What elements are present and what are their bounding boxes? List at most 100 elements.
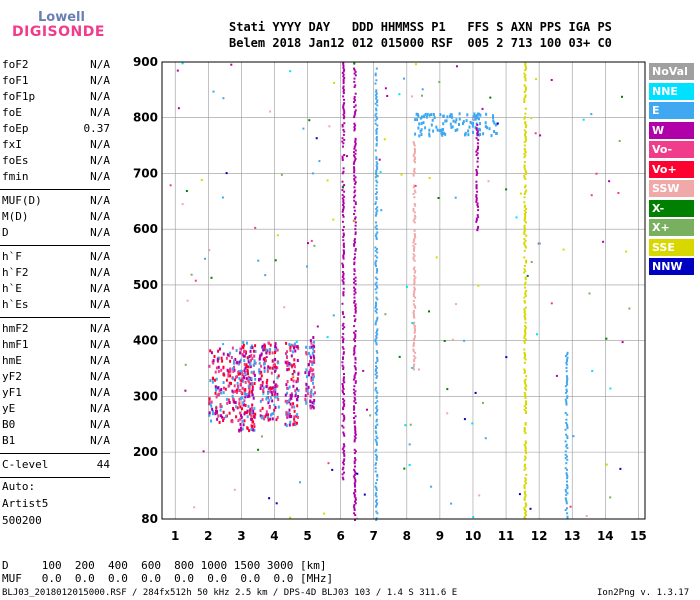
- echo-point: [353, 289, 356, 292]
- echo-point: [469, 120, 472, 124]
- echo-point: [524, 96, 527, 98]
- echo-point: [306, 375, 308, 379]
- echo-point: [269, 417, 272, 421]
- echo-point: [247, 384, 250, 388]
- echo-point: [258, 357, 261, 361]
- echo-point: [239, 351, 242, 355]
- echo-point: [308, 119, 311, 122]
- echo-point: [455, 118, 458, 122]
- echo-point: [294, 423, 297, 427]
- echo-point: [242, 423, 245, 427]
- echo-point: [305, 382, 308, 386]
- echo-point: [413, 336, 416, 339]
- echo-point: [375, 448, 378, 451]
- echo-point: [342, 332, 345, 335]
- echo-point: [413, 214, 416, 217]
- param-row-fof1: foF1 N/A: [2, 74, 110, 90]
- echo-point: [328, 125, 331, 128]
- echo-point: [267, 418, 270, 422]
- echo-point: [376, 437, 379, 440]
- echo-point: [413, 156, 416, 159]
- echo-point: [353, 460, 356, 463]
- echo-point: [475, 137, 478, 140]
- echo-point: [353, 159, 356, 162]
- echo-point: [376, 231, 379, 234]
- echo-point: [524, 316, 526, 319]
- echo-point: [253, 363, 256, 367]
- echo-point: [564, 412, 567, 414]
- echo-point: [523, 268, 526, 271]
- echo-point: [274, 390, 277, 394]
- echo-point: [353, 346, 356, 349]
- echo-point: [369, 414, 372, 417]
- echo-point: [374, 370, 377, 373]
- echo-point: [342, 327, 344, 330]
- echo-point: [354, 485, 356, 488]
- echo-point: [233, 368, 236, 372]
- echo-point: [286, 360, 289, 364]
- echo-point: [424, 126, 427, 130]
- echo-point: [566, 383, 569, 386]
- param-value: 0.37: [83, 122, 111, 135]
- echo-point: [374, 373, 377, 376]
- echo-point: [413, 249, 415, 252]
- x-tick-label: 6: [336, 529, 344, 543]
- echo-point: [342, 264, 344, 267]
- echo-point: [375, 161, 378, 164]
- echo-point: [423, 114, 426, 118]
- echo-point: [341, 448, 344, 451]
- echo-point: [253, 424, 256, 428]
- echo-point: [354, 283, 357, 286]
- echo-point: [403, 77, 405, 80]
- echo-point: [225, 356, 228, 360]
- echo-point: [523, 152, 526, 155]
- echo-point: [523, 427, 526, 429]
- echo-point: [380, 209, 383, 212]
- echo-point: [290, 364, 293, 368]
- echo-point: [413, 152, 416, 155]
- echo-point: [564, 440, 567, 443]
- echo-point: [523, 497, 526, 500]
- echo-point: [490, 134, 493, 138]
- echo-point: [354, 256, 356, 259]
- echo-point: [292, 379, 295, 383]
- echo-point: [220, 368, 223, 372]
- echo-point: [241, 377, 244, 381]
- echo-point: [239, 347, 242, 351]
- echo-point: [271, 351, 274, 355]
- echo-point: [418, 368, 420, 371]
- echo-point: [227, 372, 230, 376]
- echo-point: [566, 517, 569, 520]
- echo-point: [354, 109, 357, 112]
- echo-point: [375, 335, 378, 338]
- param-value: N/A: [90, 74, 110, 87]
- echo-point: [307, 363, 310, 367]
- echo-point: [414, 269, 417, 272]
- echo-point: [289, 348, 292, 352]
- echo-point: [323, 512, 326, 515]
- x-tick-label: 8: [403, 529, 411, 543]
- echo-point: [313, 399, 316, 402]
- echo-point: [523, 226, 526, 229]
- echo-point: [341, 189, 344, 192]
- echo-point: [414, 216, 417, 219]
- echo-point: [235, 349, 238, 352]
- param-row-fof1p: foF1p N/A: [2, 90, 110, 106]
- echo-point: [342, 214, 344, 217]
- echo-point: [310, 360, 313, 364]
- echo-point: [277, 405, 280, 409]
- echo-point: [265, 413, 268, 417]
- echo-point: [246, 356, 249, 360]
- echo-point: [479, 113, 482, 117]
- echo-point: [374, 381, 377, 384]
- echo-point: [495, 131, 498, 135]
- echo-point: [524, 512, 527, 515]
- echo-point: [376, 375, 379, 378]
- echo-point: [311, 351, 314, 355]
- echo-point: [232, 361, 235, 365]
- echo-point: [341, 172, 344, 175]
- echo-point: [523, 296, 526, 299]
- echo-point: [524, 65, 527, 68]
- echo-point: [523, 443, 526, 446]
- echo-point: [353, 238, 356, 241]
